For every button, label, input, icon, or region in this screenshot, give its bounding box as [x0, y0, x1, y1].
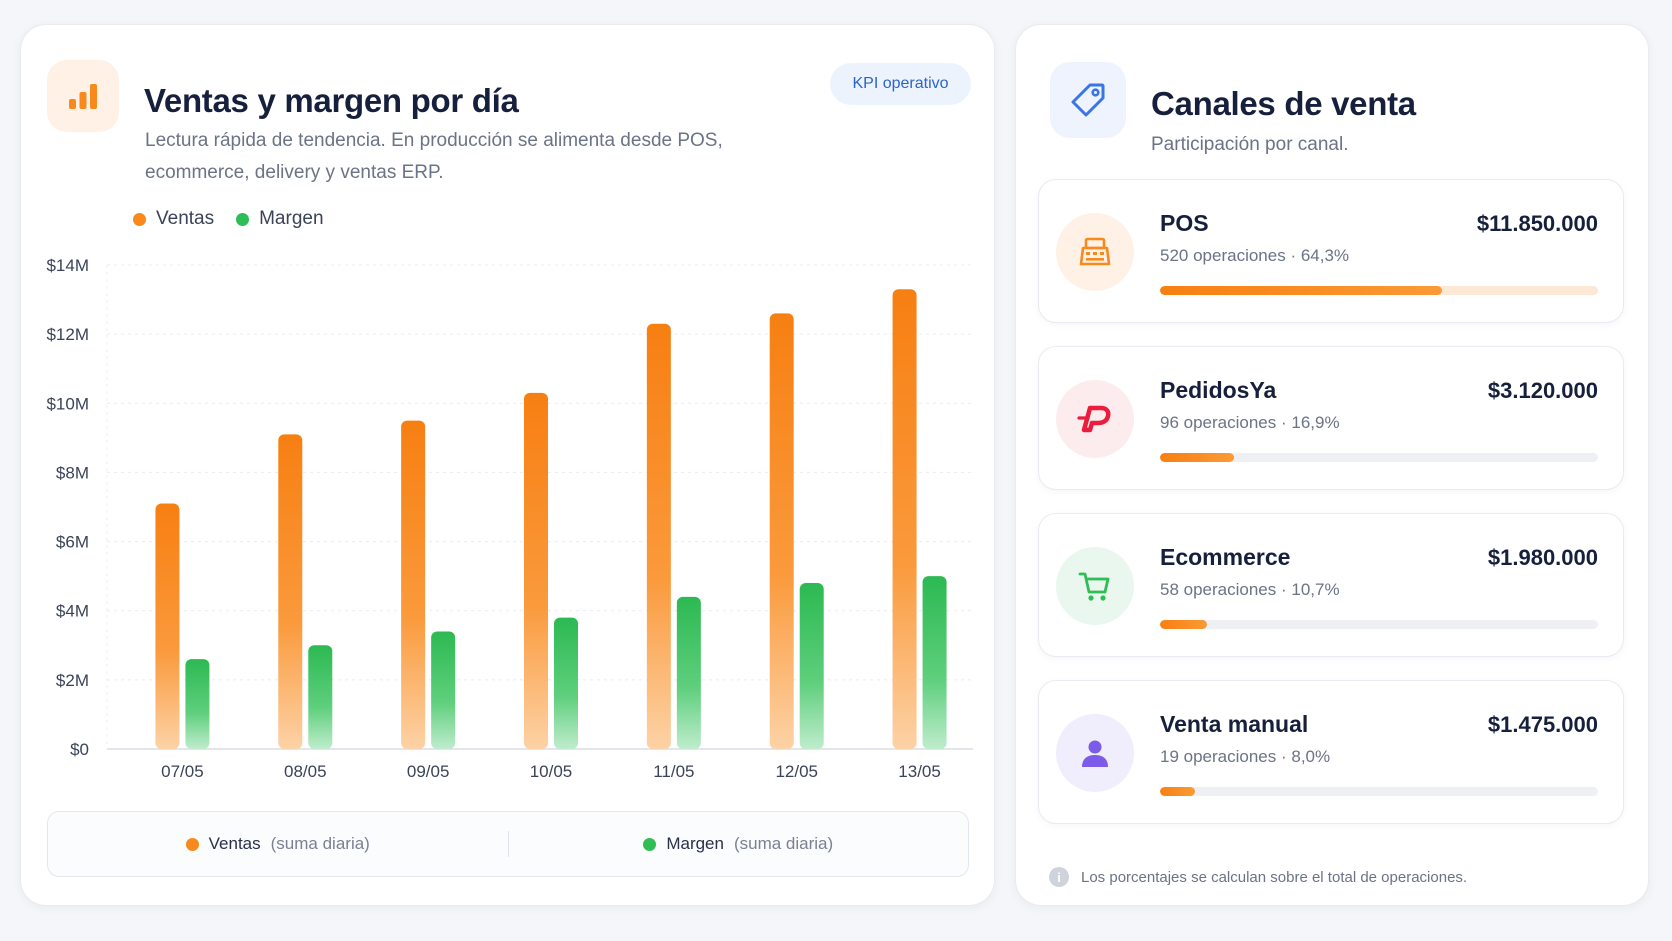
channel-card-ecommerce[interactable]: Ecommerce $1.980.000 58 operaciones · 10…: [1038, 513, 1624, 657]
channel-progress-fill: [1160, 286, 1442, 295]
y-tick-label: $2M: [56, 671, 89, 690]
bar-ventas: [892, 289, 917, 749]
footnote-text: Los porcentajes se calculan sobre el tot…: [1081, 868, 1468, 886]
y-tick-label: $4M: [56, 602, 89, 621]
channel-name: POS: [1160, 210, 1209, 236]
channel-progress-track: [1160, 286, 1598, 295]
x-tick-label: 08/05: [284, 762, 327, 781]
channel-progress-fill: [1160, 620, 1207, 629]
y-tick-label: $12M: [46, 325, 89, 344]
chart-title: Ventas y margen por día: [144, 82, 519, 119]
bar-margen: [922, 576, 947, 749]
bar-margen: [799, 583, 824, 749]
footer-divider: [507, 831, 509, 857]
channel-percent: 64,3%: [1300, 246, 1350, 265]
info-icon[interactable]: i: [1049, 867, 1069, 887]
chart-footer-legend: Ventas (suma diaria) Margen (suma diaria…: [47, 811, 969, 877]
bar-ventas: [769, 313, 794, 749]
y-tick-label: $6M: [56, 533, 89, 552]
user-icon: [1056, 714, 1134, 792]
channel-name: Venta manual: [1160, 711, 1309, 737]
chart-legend: Ventas Margen: [133, 208, 324, 230]
channel-operations: 96 operaciones: [1160, 413, 1277, 432]
ventas-dot-icon: [133, 212, 146, 226]
y-tick-label: $10M: [46, 394, 89, 413]
chart-subtitle: Lectura rápida de tendencia. En producci…: [145, 130, 723, 183]
channel-card-pos[interactable]: POS $11.850.000 520 operaciones · 64,3%: [1038, 179, 1624, 323]
legend-label-ventas: Ventas: [156, 208, 215, 229]
x-tick-label: 07/05: [161, 762, 204, 781]
channel-name: Ecommerce: [1160, 544, 1291, 570]
channel-card-pedidosya[interactable]: PedidosYa $3.120.000 96 operaciones · 16…: [1038, 346, 1624, 490]
channel-progress-fill: [1160, 453, 1235, 462]
y-tick-label: $0: [70, 740, 89, 759]
cash-register-icon: [1056, 213, 1134, 291]
sales-channels-card: Canales de venta Participación por canal…: [1015, 24, 1649, 906]
bar-ventas: [646, 323, 671, 749]
shopping-cart-icon: [1056, 547, 1134, 625]
bar-margen: [676, 596, 701, 749]
x-tick-label: 10/05: [530, 762, 573, 781]
bar-margen: [431, 631, 456, 749]
bar-ventas: [524, 392, 548, 749]
channel-percent: 16,9%: [1291, 413, 1340, 432]
bar-chart-icon: [47, 60, 119, 132]
channels-footnote: i Los porcentajes se calculan sobre el t…: [1049, 867, 1467, 887]
ventas-dot-icon: [185, 837, 199, 851]
x-tick-label: 09/05: [407, 762, 450, 781]
footer-margen-note: (suma diaria): [733, 834, 834, 853]
bar-margen: [185, 659, 210, 749]
bar-ventas: [155, 503, 180, 749]
channel-progress-fill: [1160, 787, 1196, 796]
channel-progress-track: [1160, 453, 1598, 462]
footer-ventas: Ventas (suma diaria): [48, 834, 508, 854]
channels-subtitle: Participación por canal.: [1151, 134, 1349, 155]
sales-margin-card: Ventas y margen por día Lectura rápida d…: [20, 24, 995, 906]
x-tick-label: 13/05: [898, 762, 941, 781]
margen-dot-icon: [236, 212, 250, 226]
channel-meta: 58 operaciones · 10,7%: [1160, 580, 1340, 599]
footer-ventas-label: Ventas: [208, 834, 261, 853]
x-tick-label: 11/05: [653, 762, 694, 781]
legend-item-margen[interactable]: Margen: [236, 208, 324, 230]
channel-percent: 8,0%: [1291, 747, 1331, 766]
channel-operations: 19 operaciones: [1160, 747, 1277, 766]
channel-amount: $1.475.000: [1487, 712, 1598, 737]
y-tick-label: $14M: [46, 256, 89, 275]
kpi-badge[interactable]: KPI operativo: [830, 63, 971, 105]
x-tick-label: 12/05: [775, 762, 818, 781]
bar-margen: [554, 617, 578, 749]
channel-amount: $3.120.000: [1487, 378, 1598, 403]
footer-ventas-note: (suma diaria): [270, 834, 370, 853]
tag-icon: [1050, 62, 1126, 138]
footer-margen: Margen (suma diaria): [509, 834, 969, 854]
sales-margin-bar-chart: $0 $2M $4M $6M $8M $10M $12M $14M 07/05 08/05 09/0…: [46, 256, 973, 781]
channel-amount: $1.980.000: [1487, 545, 1598, 570]
channels-title: Canales de venta: [1151, 85, 1416, 122]
channel-amount: $11.850.000: [1476, 211, 1598, 236]
y-tick-label: $8M: [56, 463, 89, 482]
channel-operations: 58 operaciones: [1160, 580, 1277, 599]
footer-margen-label: Margen: [666, 834, 724, 853]
legend-item-ventas[interactable]: Ventas: [133, 208, 214, 230]
channel-meta: 96 operaciones · 16,9%: [1160, 413, 1340, 432]
channel-operations: 520 operaciones: [1160, 246, 1286, 265]
legend-label-margen: Margen: [259, 208, 324, 229]
channel-progress-track: [1160, 620, 1598, 629]
channel-progress-track: [1160, 787, 1598, 796]
bar-ventas: [401, 420, 426, 749]
bar-ventas: [278, 434, 303, 749]
channel-meta: 520 operaciones · 64,3%: [1160, 246, 1350, 265]
channel-percent: 10,7%: [1291, 580, 1340, 599]
channel-name: PedidosYa: [1160, 377, 1277, 403]
margen-dot-icon: [643, 837, 657, 851]
channel-card-venta-manual[interactable]: Venta manual $1.475.000 19 operaciones ·…: [1038, 680, 1624, 824]
bar-margen: [308, 645, 333, 749]
pedidosya-logo-icon: [1056, 380, 1134, 458]
channel-meta: 19 operaciones · 8,0%: [1160, 747, 1331, 766]
